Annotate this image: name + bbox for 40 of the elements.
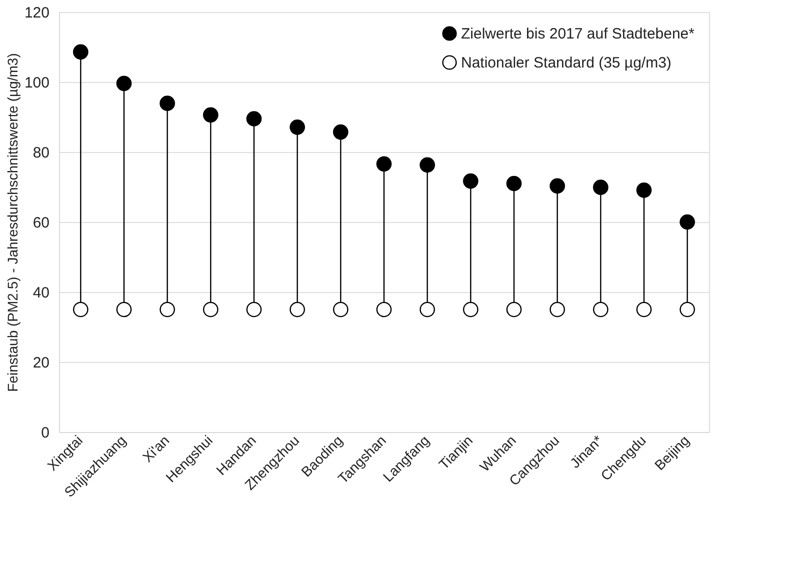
y-tick-label: 120 bbox=[24, 4, 50, 22]
point bbox=[420, 157, 436, 173]
point bbox=[290, 119, 306, 135]
point bbox=[116, 76, 132, 92]
point bbox=[202, 107, 218, 123]
point bbox=[160, 302, 176, 318]
y-axis-title: Feinstaub (PM2.5) - Jahresdurchschnittswerte (µg/m3) bbox=[4, 53, 20, 392]
point bbox=[636, 302, 652, 318]
y-tick-label: 20 bbox=[32, 354, 50, 372]
point bbox=[376, 156, 392, 172]
y-tick-label: 100 bbox=[24, 74, 50, 92]
y-tick-label: 80 bbox=[32, 144, 50, 162]
point bbox=[72, 44, 88, 60]
point bbox=[376, 302, 392, 318]
point bbox=[332, 302, 348, 318]
point bbox=[202, 302, 218, 318]
point bbox=[246, 111, 262, 126]
point bbox=[550, 178, 566, 194]
point bbox=[506, 302, 522, 318]
y-tick-label: 40 bbox=[32, 284, 50, 302]
point bbox=[246, 302, 262, 318]
point bbox=[506, 176, 522, 192]
point bbox=[462, 302, 478, 318]
y-tick-label: 60 bbox=[32, 214, 50, 232]
point bbox=[636, 182, 652, 198]
point bbox=[680, 302, 696, 318]
point bbox=[420, 302, 436, 318]
point bbox=[116, 302, 132, 318]
point bbox=[462, 173, 478, 189]
point bbox=[72, 302, 88, 318]
point bbox=[160, 96, 176, 112]
point bbox=[592, 180, 608, 196]
point bbox=[290, 302, 306, 318]
y-tick-label: 0 bbox=[41, 424, 50, 442]
point bbox=[332, 124, 348, 140]
point bbox=[592, 302, 608, 318]
point bbox=[680, 214, 696, 230]
legend-label: Nationaler Standard (35 µg/m3) bbox=[461, 54, 672, 72]
point bbox=[550, 302, 566, 318]
legend-label: Zielwerte bis 2017 auf Stadtebene* bbox=[461, 26, 695, 42]
